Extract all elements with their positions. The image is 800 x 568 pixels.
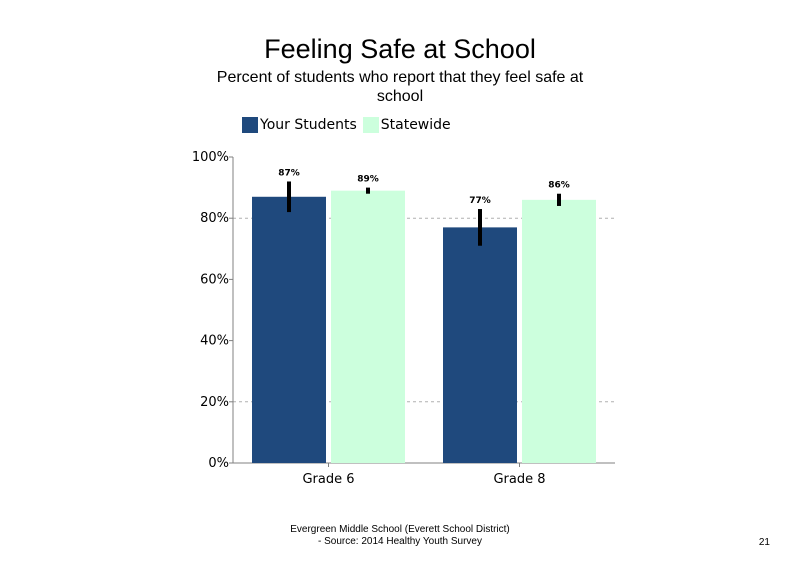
data-label: 86% — [548, 181, 570, 191]
y-tick-label: 20% — [200, 395, 229, 410]
bar — [331, 190, 405, 463]
data-label: 87% — [278, 168, 300, 178]
bar — [443, 227, 517, 463]
legend-label-statewide: Statewide — [380, 117, 451, 133]
data-label: 89% — [357, 175, 379, 185]
y-tick-label: 80% — [200, 211, 229, 226]
y-tick-label: 60% — [200, 272, 229, 287]
footer-school: Evergreen Middle School (Everett School … — [290, 524, 510, 535]
y-tick-label: 100% — [192, 150, 229, 165]
bar — [252, 196, 326, 463]
data-label: 77% — [469, 196, 491, 206]
x-tick-label: Grade 8 — [493, 472, 545, 487]
footer: Evergreen Middle School (Everett School … — [250, 524, 550, 548]
legend-swatch-statewide — [362, 117, 379, 133]
footer-source: - Source: 2014 Healthy Youth Survey — [318, 536, 482, 547]
y-tick-label: 0% — [208, 456, 229, 471]
chart-subtitle: Percent of students who report that they… — [216, 69, 584, 105]
bar — [522, 199, 596, 463]
page-number: 21 — [758, 537, 770, 548]
x-tick-label: Grade 6 — [302, 472, 354, 487]
legend-label-your-students: Your Students — [260, 117, 357, 133]
chart-title: Feeling Safe at School — [264, 34, 536, 64]
legend-item-your-students: Your Students — [242, 117, 357, 133]
y-tick-label: 40% — [200, 334, 229, 349]
legend: Your Students Statewide — [242, 117, 457, 133]
legend-swatch-your-students — [242, 117, 258, 133]
legend-item-statewide: Statewide — [362, 117, 451, 133]
